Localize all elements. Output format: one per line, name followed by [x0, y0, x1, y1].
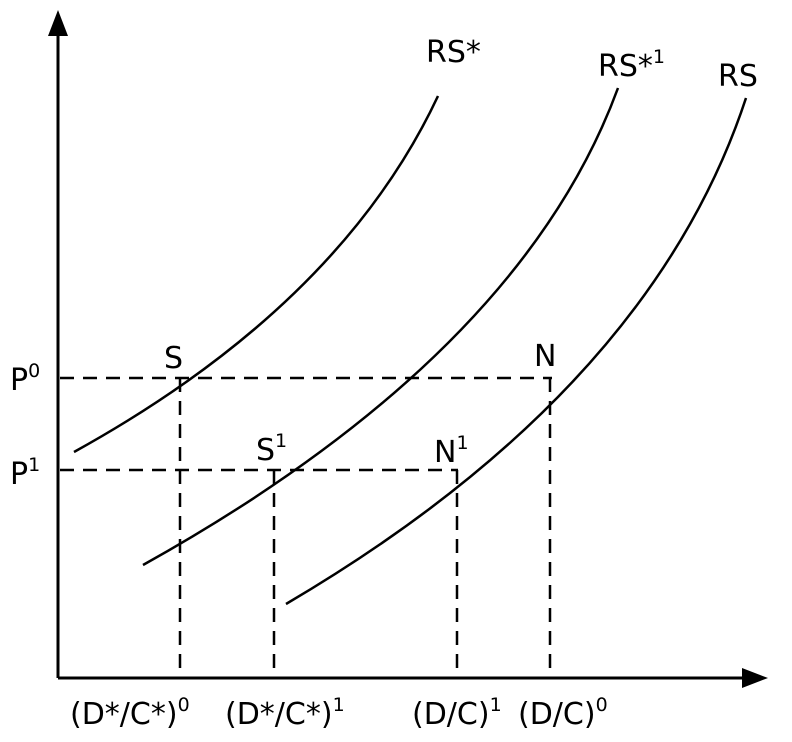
rs-star-curve	[73, 95, 440, 454]
x-axis-arrowhead	[742, 668, 768, 688]
point-s1-label: S1	[256, 430, 287, 468]
point-n-label: N	[534, 339, 556, 374]
rs-star-1-curve	[142, 87, 620, 567]
rs-curve	[285, 97, 748, 606]
point-s-label: S	[164, 341, 183, 376]
p1-label: P1	[10, 454, 40, 492]
dc-star-0-label: (D*/C*)0	[70, 694, 190, 732]
point-n1-label: N1	[434, 432, 469, 470]
p0-label: P0	[10, 360, 40, 398]
rs-star-1-label: RS*1	[598, 46, 665, 84]
dc-1-label: (D/C)1	[412, 694, 502, 732]
y-axis-arrowhead	[48, 10, 68, 36]
rs-label: RS	[718, 59, 758, 94]
rs-star-label: RS*	[426, 35, 481, 70]
dc-star-1-label: (D*/C*)1	[225, 694, 345, 732]
dc-0-label: (D/C)0	[518, 694, 608, 732]
